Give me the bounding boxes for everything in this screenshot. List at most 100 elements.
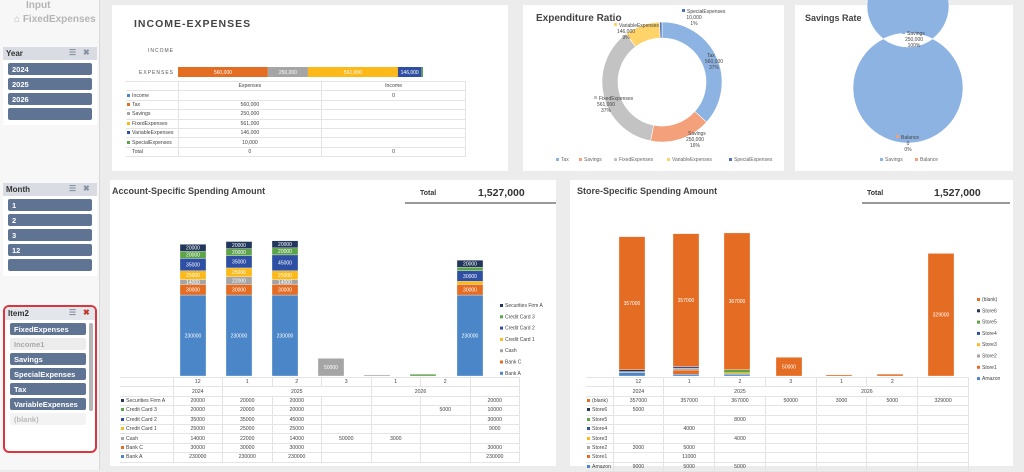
table-row: Store2 3000 5000 bbox=[586, 442, 969, 454]
nav-input-link[interactable]: Input bbox=[26, 0, 51, 11]
table-row-label: (blank) bbox=[586, 395, 614, 407]
table-cell: 35000 bbox=[222, 414, 273, 425]
table-cell bbox=[815, 442, 868, 454]
account-total-value: 1,527,000 bbox=[478, 187, 525, 199]
store-total-value: 1,527,000 bbox=[934, 187, 981, 199]
table-cell bbox=[420, 452, 471, 463]
item2-scrollbar[interactable] bbox=[89, 323, 93, 411]
multi-select-icon[interactable]: ☰ bbox=[69, 184, 77, 193]
table-row-label: Savings bbox=[126, 109, 179, 120]
slicer-item-item2[interactable]: (blank) bbox=[10, 413, 86, 425]
table-cell bbox=[321, 109, 466, 120]
table-corner-cell bbox=[120, 386, 174, 397]
table-row: FixedExpenses 561,000 bbox=[126, 118, 466, 129]
slicer-item-year[interactable]: 2024 bbox=[8, 63, 92, 75]
slicer-item-item2[interactable]: Tax bbox=[10, 383, 86, 395]
account-spending-title: Account-Specific Spending Amount bbox=[112, 186, 266, 196]
table-row-label-text: Amazon bbox=[592, 463, 612, 470]
table-cell: 367000 bbox=[714, 395, 766, 407]
nav-fixed-expenses-label: FixedExpenses bbox=[22, 14, 96, 25]
table-row-label-text: Credit Card 1 bbox=[126, 426, 157, 433]
table-row: SpecialExpenses 10,000 bbox=[126, 137, 466, 148]
clear-filter-icon[interactable]: ✖ bbox=[83, 184, 90, 193]
slicer-item-month[interactable]: 3 bbox=[8, 229, 92, 241]
legend-swatch bbox=[121, 446, 124, 450]
table-month-header: 2 bbox=[714, 376, 766, 388]
table-cell bbox=[321, 127, 466, 139]
table-cell: 0 bbox=[321, 90, 466, 101]
table-cell: 22000 bbox=[222, 433, 273, 444]
legend-swatch bbox=[121, 455, 124, 459]
table-month-header: 12 bbox=[172, 376, 223, 388]
table-month-header: 3 bbox=[321, 376, 372, 388]
slicer-item-year[interactable]: 2025 bbox=[8, 78, 92, 90]
table-cell bbox=[815, 414, 868, 425]
table-cell: 50000 bbox=[321, 433, 372, 444]
table-row-label-text: Bank C bbox=[126, 444, 144, 451]
slicer-item-year[interactable] bbox=[8, 108, 92, 120]
table-cell: 35000 bbox=[172, 414, 223, 425]
table-cell: 20000 bbox=[271, 405, 322, 416]
expenditure-ratio-title: Expenditure Ratio bbox=[536, 13, 622, 24]
table-cell: 30000 bbox=[469, 442, 520, 454]
table-column-header: Expenses bbox=[177, 80, 323, 92]
table-cell bbox=[612, 433, 665, 444]
slicer-item-month[interactable]: 2 bbox=[8, 214, 92, 226]
table-cell bbox=[370, 405, 421, 416]
slicer-item-month[interactable]: 1 bbox=[8, 199, 92, 211]
multi-select-icon[interactable]: ☰ bbox=[69, 48, 77, 57]
table-cell: 0 bbox=[177, 146, 323, 158]
legend-swatch bbox=[587, 417, 590, 421]
table-cell: 146,000 bbox=[177, 127, 323, 139]
slicer-item-item2[interactable]: Income1 bbox=[10, 338, 86, 350]
table-cell: 5000 bbox=[420, 405, 471, 416]
table-cell: 30000 bbox=[469, 414, 520, 425]
slicer-item-item2[interactable]: Savings bbox=[10, 353, 86, 365]
month-slicer-title: Month bbox=[6, 185, 30, 194]
table-row-label: Credit Card 2 bbox=[120, 414, 174, 425]
table-cell bbox=[917, 452, 969, 463]
table-row: Bank C 30000 30000 30000 30000 bbox=[120, 442, 520, 454]
table-cell bbox=[321, 405, 372, 416]
slicer-item-month[interactable]: 12 bbox=[8, 244, 92, 256]
table-cell bbox=[612, 423, 665, 435]
house-icon: ⌂ bbox=[14, 14, 21, 25]
table-cell: 50000 bbox=[764, 395, 817, 407]
slicer-item-item2[interactable]: VariableExpenses bbox=[10, 398, 86, 410]
table-corner-cell bbox=[586, 386, 614, 397]
clear-filter-icon[interactable]: ✖ bbox=[83, 308, 90, 317]
table-cell: 561,000 bbox=[177, 118, 323, 129]
multi-select-icon[interactable]: ☰ bbox=[69, 308, 77, 317]
table-cell bbox=[420, 442, 471, 454]
table-row-label-text: VariableExpenses bbox=[132, 130, 174, 137]
slicer-item-month[interactable] bbox=[8, 259, 92, 271]
table-year-header bbox=[917, 386, 969, 397]
table-row-label: Income bbox=[126, 90, 179, 101]
table-row-label-text: SpecialExpenses bbox=[132, 139, 172, 146]
table-row-label: Tax bbox=[126, 99, 179, 111]
table-row-label-text: Savings bbox=[132, 111, 151, 118]
table-cell: 357000 bbox=[612, 395, 665, 407]
legend-swatch bbox=[587, 427, 590, 431]
table-cell bbox=[917, 433, 969, 444]
table-cell bbox=[917, 423, 969, 435]
table-year-header: 2025 bbox=[222, 386, 372, 397]
clear-filter-icon[interactable]: ✖ bbox=[83, 48, 90, 57]
table-cell: 4000 bbox=[663, 423, 716, 435]
table-cell: 30000 bbox=[271, 442, 322, 454]
table-cell: 3000 bbox=[370, 433, 421, 444]
slicer-item-item2[interactable]: SpecialExpenses bbox=[10, 368, 86, 380]
table-cell: 5000 bbox=[612, 405, 665, 416]
table-row-label: Bank C bbox=[120, 442, 174, 454]
slicer-item-year[interactable]: 2026 bbox=[8, 93, 92, 105]
table-month-header: 12 bbox=[612, 376, 665, 388]
slicer-item-item2[interactable]: FixedExpenses bbox=[10, 323, 86, 335]
table-row-label-text: Store4 bbox=[592, 426, 608, 433]
store-total-box: Total 1,527,000 bbox=[862, 182, 1010, 204]
table-cell bbox=[612, 414, 665, 425]
nav-fixed-expenses-link[interactable]: ⌂ FixedExpenses bbox=[14, 14, 96, 25]
table-cell: 45000 bbox=[271, 414, 322, 425]
table-row-label: Securities Firm A bbox=[120, 395, 174, 407]
month-slicer: Month ☰ ✖ 1 2 3 12 bbox=[3, 183, 97, 276]
table-row-label-text: (blank) bbox=[592, 397, 608, 404]
